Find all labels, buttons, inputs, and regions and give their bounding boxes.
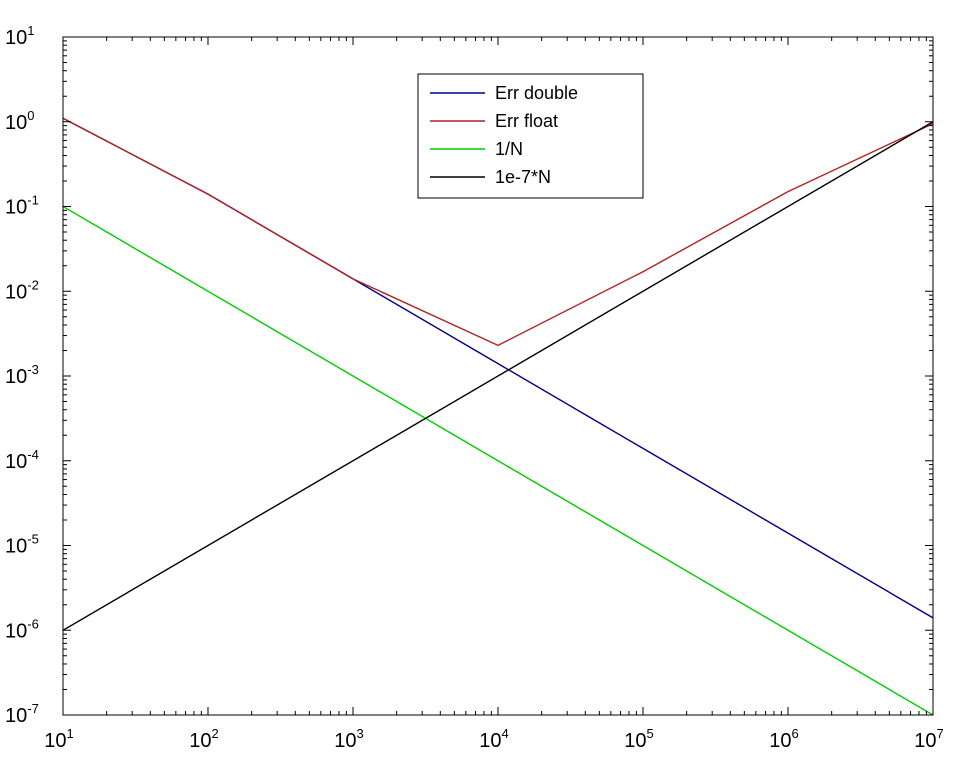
legend-label: Err double (495, 83, 578, 103)
x-tick-base: 10 (914, 730, 936, 752)
x-tick-label: 107 (914, 726, 943, 752)
series-line-2 (63, 117, 933, 347)
x-tick-label: 105 (624, 726, 653, 752)
y-tick-base: 10 (5, 451, 27, 473)
x-tick-exponent: 3 (357, 726, 364, 741)
y-tick-base: 10 (5, 620, 27, 642)
y-tick-base: 10 (5, 112, 27, 134)
x-tick-label: 101 (44, 726, 73, 752)
legend-label: Err float (495, 111, 558, 131)
y-tick-exponent: -2 (27, 277, 39, 292)
tick-label-layer: 101 102 103 104 105 106 10710110010-110-210-31… (5, 23, 944, 752)
x-tick-exponent: 4 (502, 726, 509, 741)
y-tick-exponent: -3 (27, 362, 39, 377)
x-tick-label: 102 (189, 726, 218, 752)
series-line-4 (63, 121, 933, 631)
y-tick-label: 10-5 (5, 532, 39, 558)
x-tick-exponent: 5 (647, 726, 654, 741)
y-tick-label: 10-1 (5, 193, 39, 219)
y-tick-label: 10-4 (5, 447, 39, 473)
y-tick-label: 10-3 (5, 362, 39, 388)
x-tick-label: 103 (334, 726, 363, 752)
legend: Err double Err float 1/N 1e-7*N (417, 73, 644, 199)
x-tick-exponent: 2 (212, 726, 219, 741)
axes-layer (62, 36, 934, 716)
x-tick-exponent: 6 (792, 726, 799, 741)
y-tick-exponent: -5 (27, 532, 39, 547)
x-tick-base: 10 (624, 730, 646, 752)
legend-label: 1/N (495, 139, 523, 159)
y-tick-label: 10-6 (5, 616, 39, 642)
x-tick-exponent: 1 (67, 726, 74, 741)
x-tick-label: 104 (479, 726, 508, 752)
series-layer (63, 117, 933, 715)
x-tick-exponent: 7 (937, 726, 944, 741)
y-tick-base: 10 (5, 197, 27, 219)
x-tick-base: 10 (334, 730, 356, 752)
y-tick-exponent: -7 (27, 701, 39, 716)
y-tick-base: 10 (5, 536, 27, 558)
y-tick-base: 10 (5, 366, 27, 388)
y-tick-exponent: -4 (27, 447, 39, 462)
legend-label: 1e-7*N (495, 167, 551, 187)
y-tick-exponent: 0 (27, 108, 34, 123)
y-tick-base: 10 (5, 281, 27, 303)
y-tick-label: 10-7 (5, 701, 39, 727)
x-tick-base: 10 (479, 730, 501, 752)
series-line-3 (63, 205, 933, 715)
y-tick-base: 10 (5, 705, 27, 727)
x-tick-base: 10 (769, 730, 791, 752)
y-tick-exponent: 1 (27, 23, 34, 38)
x-tick-base: 10 (189, 730, 211, 752)
y-tick-label: 101 (5, 23, 34, 49)
x-tick-label: 106 (769, 726, 798, 752)
y-tick-exponent: -1 (27, 193, 39, 208)
y-tick-label: 100 (5, 108, 34, 134)
y-tick-base: 10 (5, 27, 27, 49)
y-tick-exponent: -6 (27, 616, 39, 631)
y-tick-label: 10-2 (5, 277, 39, 303)
x-tick-base: 10 (44, 730, 66, 752)
